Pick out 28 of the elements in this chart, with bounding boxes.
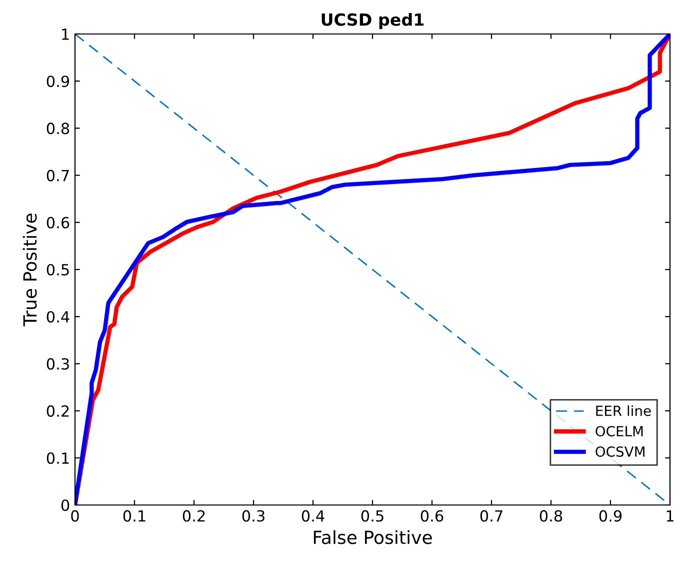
x-tick-label: 0: [71, 510, 79, 522]
y-tick-label: 0.6: [46, 216, 70, 228]
legend-label: EER line: [596, 405, 651, 416]
x-tick-label: 0.6: [420, 510, 444, 522]
y-tick-label: 0.4: [46, 311, 70, 323]
x-axis-title: False Positive: [314, 530, 432, 544]
x-tick-label: 0.9: [599, 510, 622, 522]
y-tick-label: 0.9: [46, 76, 70, 88]
legend-label: OCSVM: [596, 446, 644, 457]
y-tick-label: 1: [62, 28, 69, 40]
y-tick-label: 0.7: [46, 170, 69, 182]
x-tick-label: 0.1: [123, 510, 146, 522]
legend-label: OCELM: [596, 426, 643, 436]
x-tick-label: 0.7: [480, 510, 502, 522]
x-tick-label: 0.3: [242, 510, 264, 522]
y-tick-label: 0.5: [46, 264, 69, 276]
chart-title: UCSD ped1: [322, 13, 424, 30]
x-tick-label: 1: [666, 510, 674, 522]
x-tick-label: 0.8: [540, 510, 562, 522]
y-tick-label: 0.3: [46, 358, 69, 370]
y-axis-title: True Positive: [22, 214, 37, 326]
x-tick-label: 0.2: [182, 510, 205, 522]
x-tick-label: 0.4: [302, 510, 324, 522]
x-tick-label: 0.5: [361, 510, 384, 522]
y-tick-label: 0.2: [46, 405, 69, 417]
y-tick-label: 0.8: [46, 122, 70, 134]
y-tick-label: 0: [61, 499, 70, 512]
y-tick-label: 0.1: [46, 452, 69, 464]
